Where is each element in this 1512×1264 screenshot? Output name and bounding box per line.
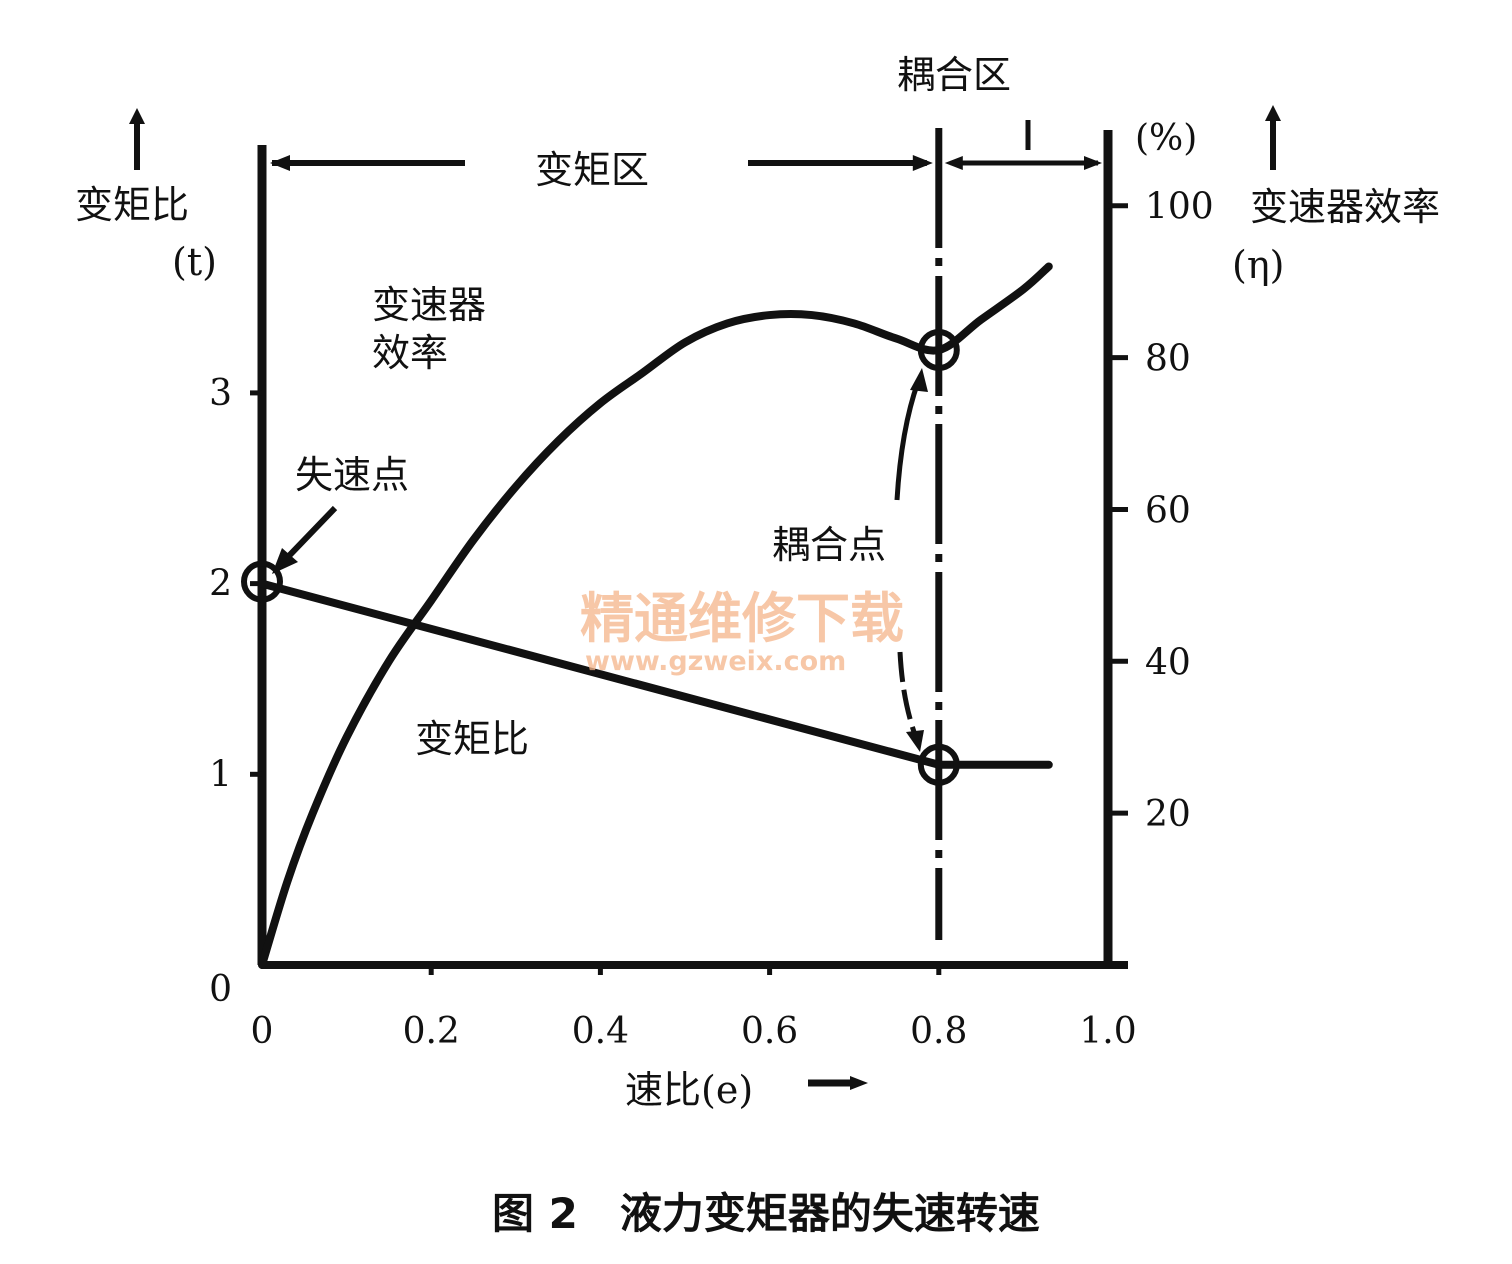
plot-frame: 0 0.2 0.4 0.6 0.8 1.0 0 1 2 3 20 40 60 80 100 [129,105,1281,1090]
region-coupling-label: 耦合区 [897,53,1011,97]
left-axis-title: 变矩比 [75,183,189,227]
right-axis-title: 变速器效率 [1250,185,1440,229]
coupling-point-label: 耦合点 [772,523,886,567]
efficiency-curve [258,262,1053,969]
watermark-url: www.gzweix.com [585,646,846,677]
x-tick-label: 1.0 [1079,1011,1136,1052]
right-axis-arrow-head [1265,105,1281,121]
x-tick-label: 0.2 [403,1011,460,1052]
right-tick-label: 40 [1145,642,1191,683]
x-tick-label: 0.8 [910,1011,967,1052]
left-axis-unit: (t) [172,240,217,284]
watermark-title: 精通维修下载 [580,587,904,650]
left-tick-label: 1 [209,754,232,795]
right-tick-label: 60 [1145,490,1191,531]
chart-marks [241,262,1053,969]
coupling-point-leader-up-head [910,368,928,392]
stall-point-marker [241,560,283,603]
x-tick-label: 0 [251,1011,274,1052]
stall-point-leader [282,505,338,563]
stall-point-leader-head [272,548,298,574]
coupling-point-efficiency-marker [917,329,960,371]
torque-ratio-line [258,579,1053,769]
stall-point-label: 失速点 [295,453,409,497]
figure-caption: 图 2 液力变矩器的失速转速 [492,1189,1040,1238]
x-axis-title: 速比(e) [625,1068,753,1112]
right-tick-label: 80 [1145,339,1191,380]
right-axis-unit: (%) [1135,118,1197,159]
region-torque-arrowhead-right [912,155,933,171]
x-axis-arrow-head [850,1076,868,1090]
coupling-point-torque-marker [917,743,960,786]
efficiency-curve-label-line1: 变速器 [372,283,486,327]
efficiency-curve-label-line2: 效率 [372,331,448,375]
torque-curve-label: 变矩比 [415,717,529,761]
right-axis-unit-symbol: (η) [1232,243,1284,287]
region-coupling-arrowhead-left [944,156,963,170]
x-tick-label: 0.4 [572,1011,629,1052]
region-torque-arrowhead-left [270,155,290,171]
left-tick-label: 2 [209,564,232,605]
region-torque-label: 变矩区 [535,148,649,192]
x-tick-label: 0.6 [741,1011,798,1052]
left-axis-arrow-head [129,108,145,124]
left-tick-label: 0 [209,969,232,1010]
right-tick-label: 20 [1145,794,1191,835]
right-tick-label: 100 [1145,187,1214,228]
coupling-point-leader-down-head [906,730,924,752]
left-tick-label: 3 [209,373,232,414]
region-coupling-arrowhead-right [1084,156,1102,170]
coupling-point-leader-up [894,381,921,501]
coupling-point-leader-down [897,651,919,739]
